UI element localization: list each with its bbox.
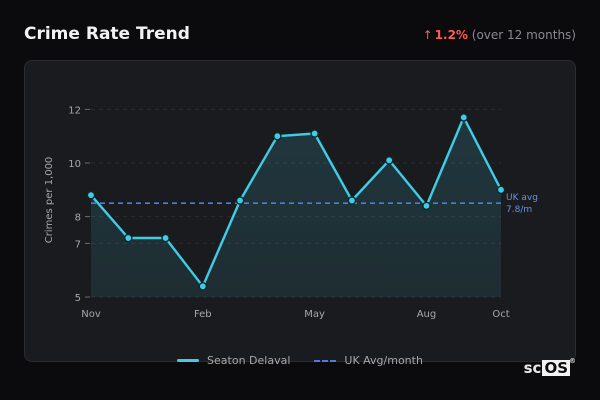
y-tick-label: 5 — [75, 293, 81, 304]
legend-swatch-series — [177, 359, 200, 362]
x-tick-label: May — [304, 309, 325, 320]
average-annotation-line2: 7.8/m — [506, 205, 532, 215]
chart-legend: Seaton Delaval UK Avg/month — [0, 354, 600, 367]
data-point[interactable] — [347, 196, 357, 205]
x-tick-label: Oct — [492, 309, 509, 320]
change-indicator: ↑ 1.2% (over 12 months) — [423, 28, 576, 42]
legend-item-average: UK Avg/month — [314, 354, 423, 367]
data-point[interactable] — [235, 196, 245, 205]
change-value: 1.2% — [434, 28, 468, 42]
data-point[interactable] — [161, 233, 170, 243]
y-tick-label: 12 — [68, 105, 81, 116]
data-point[interactable] — [384, 156, 394, 165]
legend-item-series: Seaton Delaval — [177, 354, 290, 367]
average-annotation-line1: UK avg — [506, 193, 538, 203]
y-tick-label: 10 — [68, 159, 81, 170]
data-point[interactable] — [459, 113, 469, 122]
series-area — [91, 117, 501, 298]
change-period: (over 12 months) — [471, 28, 576, 42]
logo-text-b: OS — [542, 359, 570, 377]
x-tick-label: Feb — [194, 309, 212, 320]
data-point[interactable] — [496, 185, 506, 195]
series-line — [90, 116, 503, 288]
chart-title: Crime Rate Trend — [24, 24, 190, 44]
trend-up-icon: ↑ — [422, 28, 433, 42]
legend-swatch-average — [314, 359, 337, 362]
data-point[interactable] — [273, 131, 282, 141]
data-point[interactable] — [310, 129, 319, 138]
legend-label-average: UK Avg/month — [344, 354, 423, 367]
y-axis-label: Crimes per 1,000 — [44, 157, 55, 244]
x-tick-label: Aug — [417, 309, 437, 320]
data-point[interactable] — [86, 190, 96, 200]
logo-text-a: sc — [523, 359, 542, 377]
data-point[interactable] — [123, 233, 133, 243]
y-tick-label: 8 — [75, 213, 81, 224]
data-point[interactable] — [422, 201, 431, 211]
y-tick-label: 7 — [75, 239, 81, 250]
legend-label-series: Seaton Delaval — [207, 354, 291, 367]
x-tick-label: Nov — [81, 309, 101, 320]
data-point[interactable] — [198, 281, 208, 291]
scos-logo: sc OS ® — [523, 357, 576, 377]
logo-registered-mark: ® — [569, 357, 576, 365]
